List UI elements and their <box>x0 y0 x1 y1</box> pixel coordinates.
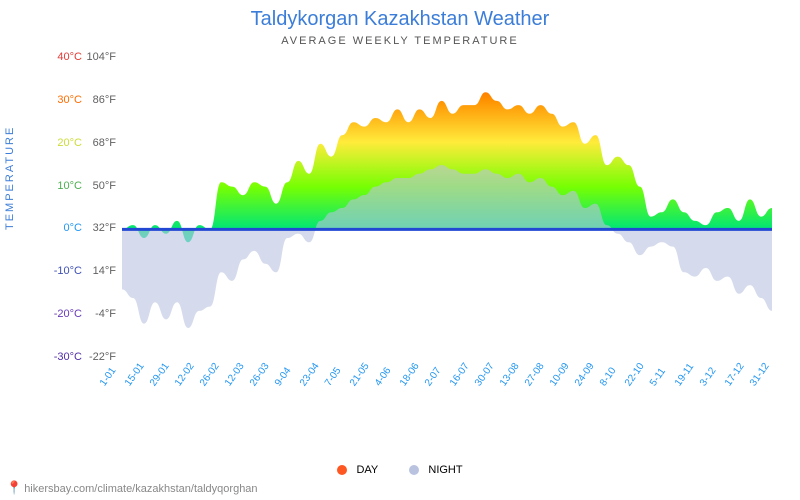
temperature-chart-svg <box>122 58 772 368</box>
x-tick: 2-07 <box>423 366 443 389</box>
y-tick: 40°C104°F <box>30 51 116 63</box>
y-tick: -20°C-4°F <box>30 308 116 320</box>
map-pin-icon: 📍 <box>6 480 22 495</box>
chart-subtitle: AVERAGE WEEKLY TEMPERATURE <box>0 35 800 47</box>
x-tick: 7-05 <box>323 366 343 389</box>
y-tick: 30°C86°F <box>30 94 116 106</box>
x-tick: 5-11 <box>648 366 668 388</box>
y-tick: 20°C68°F <box>30 137 116 149</box>
x-tick: 4-06 <box>373 366 393 389</box>
y-tick: -30°C-22°F <box>30 351 116 363</box>
legend-item-night: NIGHT <box>409 464 462 476</box>
x-tick: 8-10 <box>598 366 618 389</box>
y-tick: 0°C32°F <box>30 222 116 234</box>
legend-dot-night <box>409 465 419 475</box>
legend-label-night: NIGHT <box>428 464 462 476</box>
chart-title: Taldykorgan Kazakhstan Weather <box>0 0 800 31</box>
x-tick: 3-12 <box>698 366 718 389</box>
x-tick: 9-04 <box>273 366 293 389</box>
x-tick: 1-01 <box>98 366 118 389</box>
legend: DAY NIGHT <box>0 464 800 476</box>
chart-container: Taldykorgan Kazakhstan Weather AVERAGE W… <box>0 0 800 500</box>
legend-item-day: DAY <box>337 464 378 476</box>
y-axis-label: TEMPERATURE <box>4 126 16 230</box>
legend-dot-day <box>337 465 347 475</box>
y-tick: -10°C14°F <box>30 265 116 277</box>
legend-label-day: DAY <box>356 464 378 476</box>
source-url: hikersbay.com/climate/kazakhstan/taldyqo… <box>24 483 257 495</box>
chart-plot-area: 40°C104°F30°C86°F20°C68°F10°C50°F0°C32°F… <box>30 58 780 438</box>
source-link[interactable]: 📍hikersbay.com/climate/kazakhstan/taldyq… <box>6 480 258 496</box>
y-tick: 10°C50°F <box>30 180 116 192</box>
